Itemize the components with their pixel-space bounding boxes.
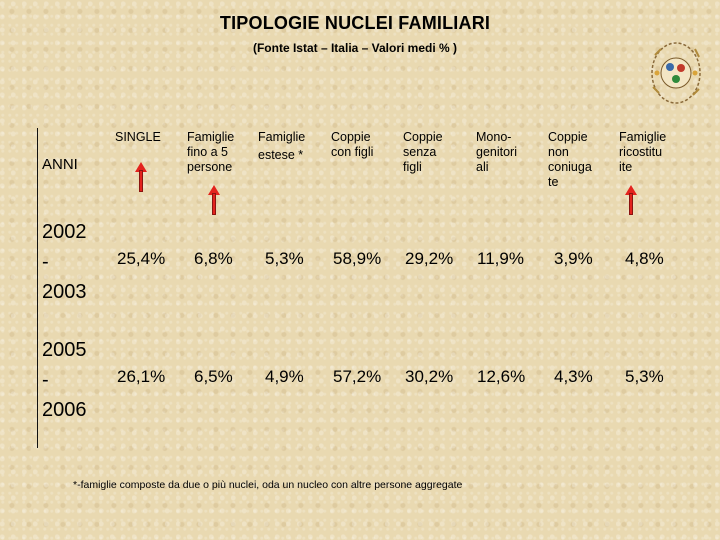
page-title: TIPOLOGIE NUCLEI FAMILIARI	[219, 13, 491, 33]
table-cell: 4,9%	[265, 367, 304, 386]
table-cell: 25,4%	[117, 249, 166, 268]
table-cell: 5,3%	[265, 249, 304, 268]
col-header-coppie-non-coniugate: Coppie non coniuga te	[548, 130, 592, 189]
table-cell: 5,3%	[625, 367, 664, 386]
col-header-famiglie-ricostituite: Famiglie ricostitu ite	[619, 130, 667, 174]
table-cell: 57,2%	[333, 367, 382, 386]
table-cell: 11,9%	[477, 249, 524, 268]
table-cell: 30,2%	[405, 367, 454, 386]
footnote: *-famiglie composte da due o più nuclei,…	[73, 479, 463, 491]
table-cell: 4,8%	[625, 249, 664, 268]
red-up-arrow-icon	[135, 162, 147, 192]
decorative-emblem-icon	[651, 42, 701, 104]
col-header-coppie-con-figli: Coppie con figli	[331, 130, 374, 159]
col-header-famiglie-fino-5: Famiglie fino a 5 persone	[187, 130, 235, 174]
table-cell: 4,3%	[554, 367, 593, 386]
red-up-arrow-icon	[625, 185, 637, 215]
table-cell: 6,8%	[194, 249, 233, 268]
table-cell: 12,6%	[477, 367, 526, 386]
table-cell: 6,5%	[194, 367, 233, 386]
table-left-border	[37, 128, 38, 448]
table-cell: 26,1%	[117, 367, 166, 386]
col-header-famiglie-estese: Famiglie estese *	[258, 130, 306, 162]
row-year-2005-2006: 2005 - 2006	[42, 339, 87, 421]
page-subtitle: (Fonte Istat – Italia – Valori medi % )	[252, 41, 458, 55]
col-header-single: SINGLE	[115, 130, 161, 144]
table-cell: 58,9%	[333, 249, 382, 268]
col-header-monogenitoriali: Mono- genitori ali	[476, 130, 517, 174]
table-corner-label: ANNI	[42, 156, 78, 173]
red-up-arrow-icon	[208, 185, 220, 215]
table-cell: 29,2%	[405, 249, 454, 268]
table-cell: 3,9%	[554, 249, 593, 268]
col-header-coppie-senza-figli: Coppie senza figli	[403, 130, 443, 174]
row-year-2002-2003: 2002 - 2003	[42, 221, 87, 303]
